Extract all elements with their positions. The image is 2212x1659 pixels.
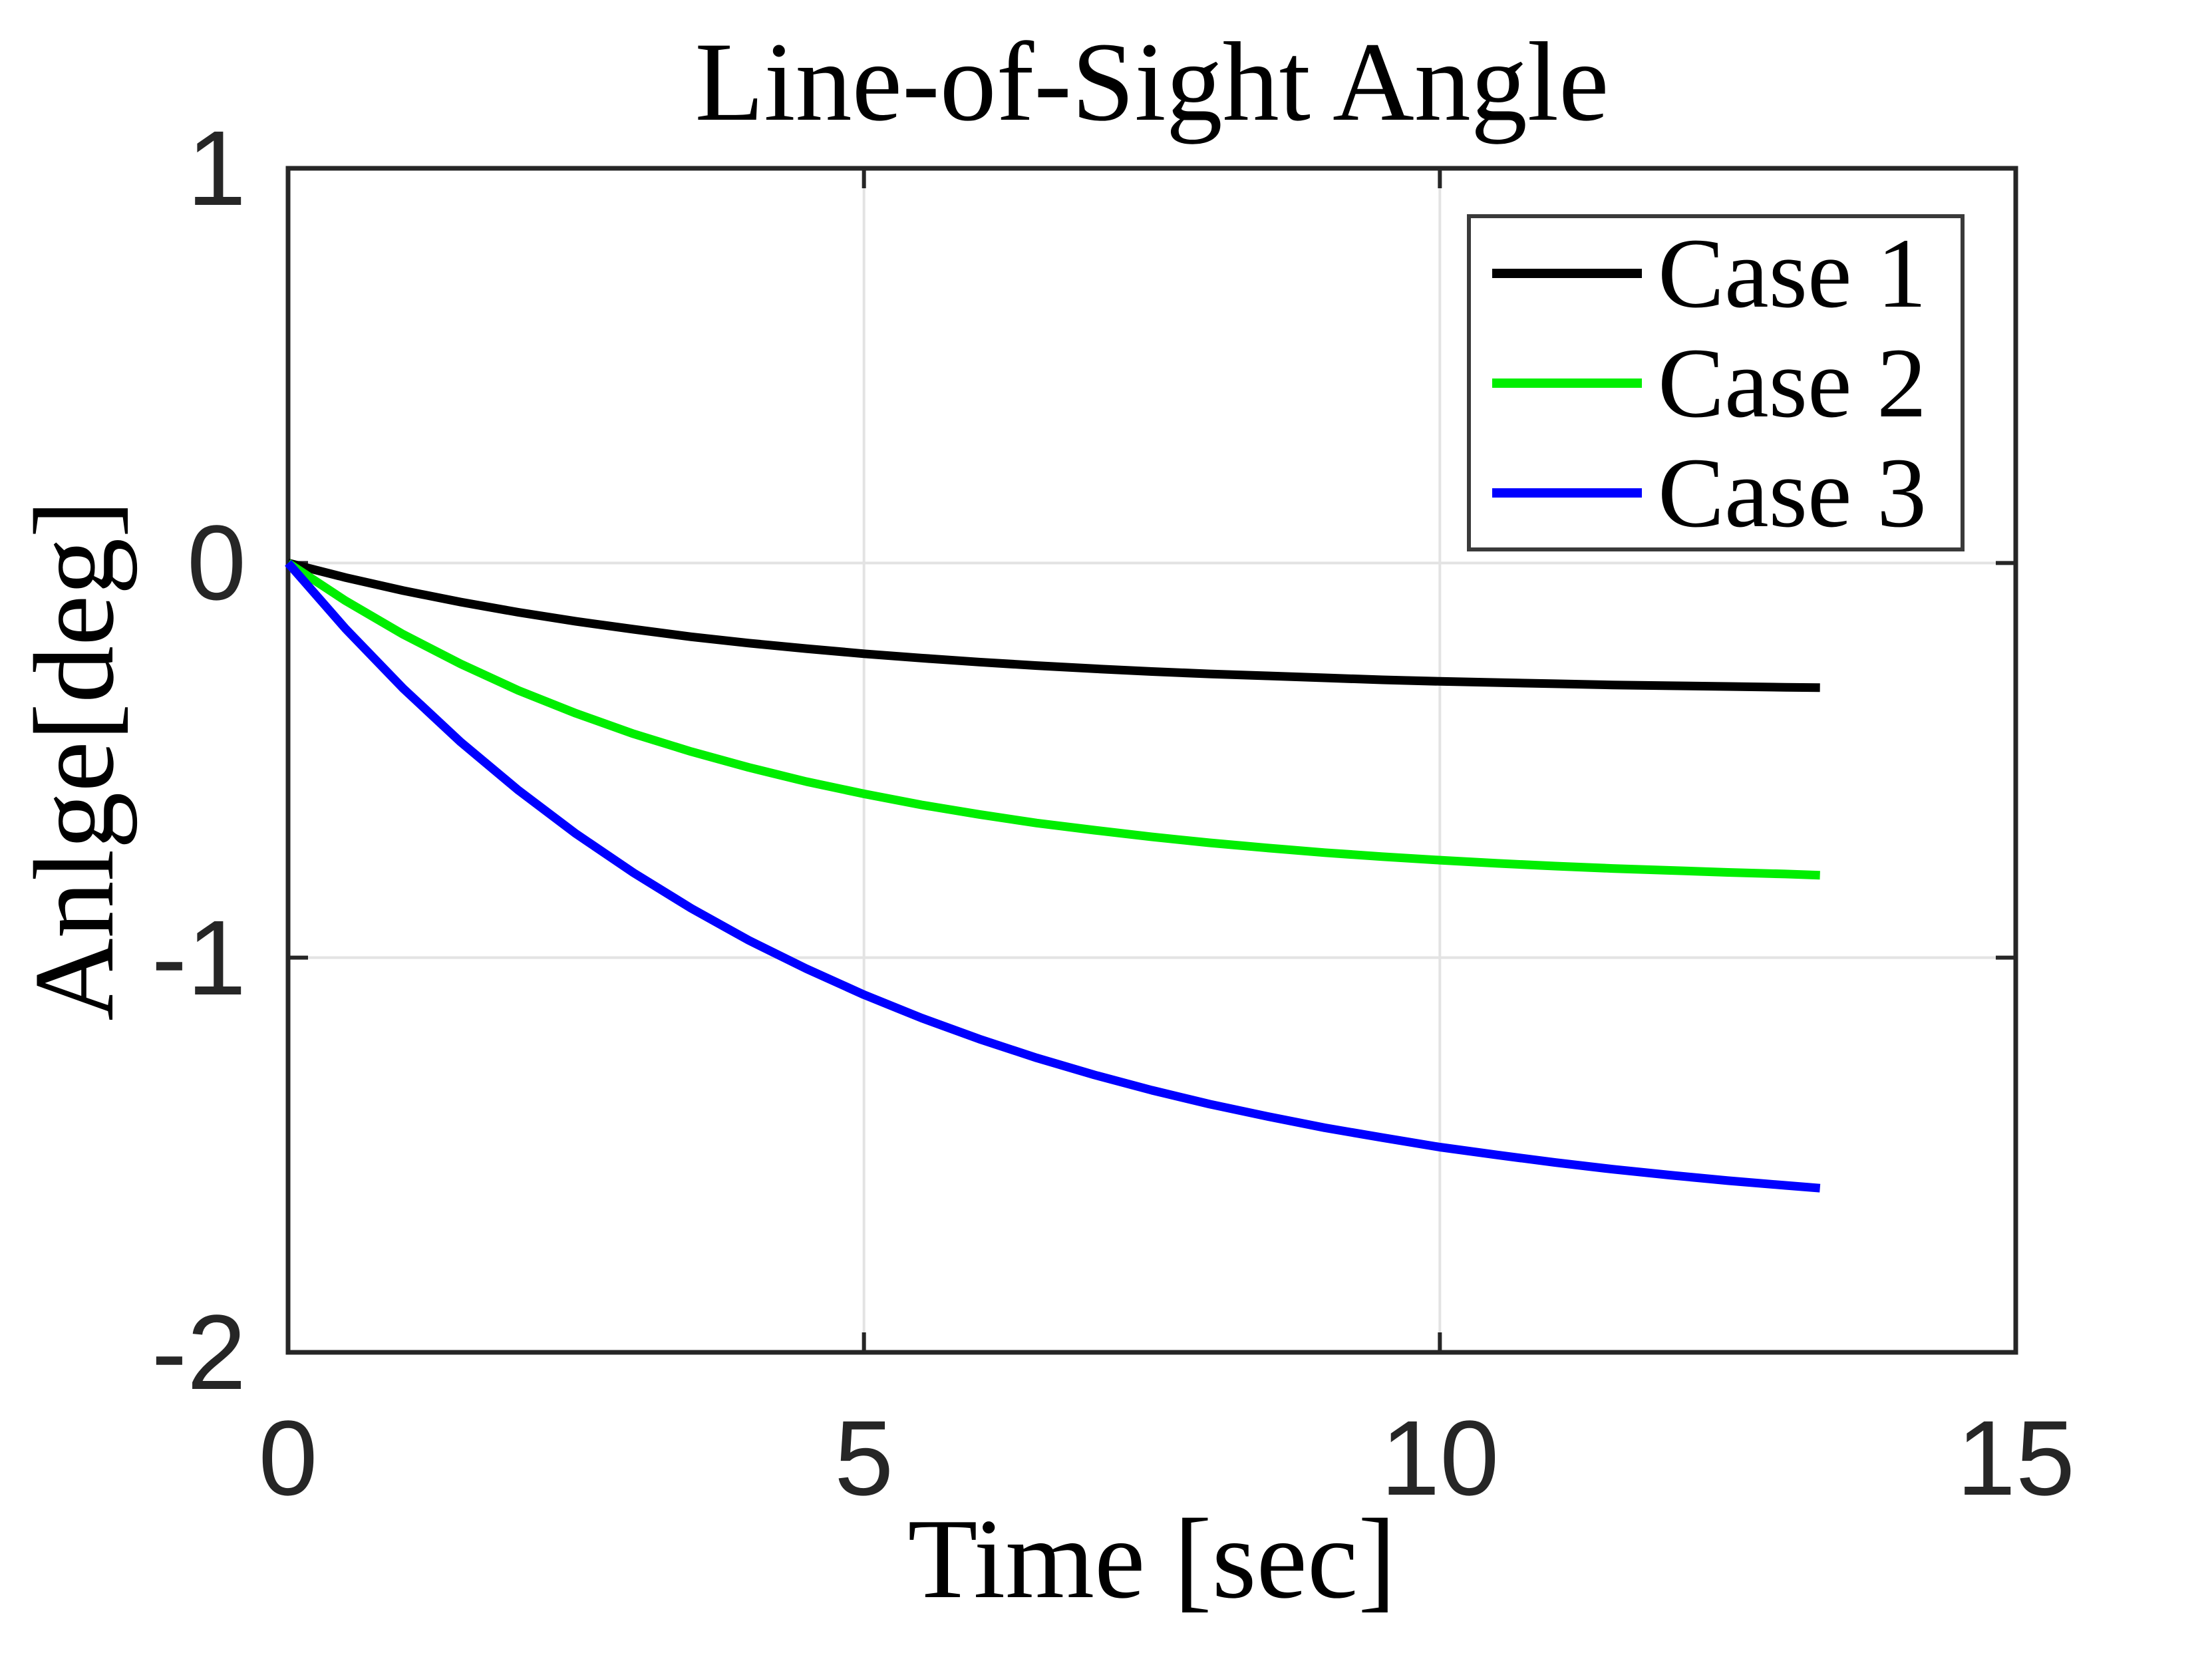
- x-axis-label: Time [sec]: [907, 1496, 1396, 1622]
- x-tick-label-0: 0: [258, 1398, 318, 1517]
- legend-label-case-1: Case 1: [1658, 218, 1927, 329]
- legend-label-case-3: Case 3: [1658, 437, 1927, 548]
- y-tick-label-1: 1: [187, 108, 246, 227]
- legend-item-case-3: Case 3: [1471, 443, 1961, 543]
- curve-case-1: [287, 559, 1820, 692]
- legend-line-case-1: [1492, 268, 1642, 278]
- legend-line-case-3: [1492, 488, 1642, 498]
- y-tick-label--2: -2: [151, 1292, 246, 1412]
- x-tick-label-15: 15: [1957, 1398, 2075, 1517]
- chart-title: Line-of-Sight Angle: [695, 19, 1609, 144]
- legend-label-case-2: Case 2: [1658, 327, 1927, 438]
- y-tick-label-0: 0: [187, 503, 246, 623]
- legend: Case 1 Case 2 Case 3: [1467, 214, 1965, 551]
- x-tick-label-10: 10: [1380, 1398, 1500, 1517]
- curve-case-2: [285, 559, 1820, 880]
- y-tick-label--1: -1: [151, 897, 246, 1017]
- legend-item-case-2: Case 2: [1471, 333, 1961, 433]
- legend-line-case-2: [1492, 378, 1642, 388]
- curve-case-3: [285, 560, 1821, 1193]
- x-tick-label-5: 5: [834, 1398, 894, 1517]
- legend-item-case-1: Case 1: [1471, 224, 1961, 323]
- axes-box: [285, 166, 2018, 1355]
